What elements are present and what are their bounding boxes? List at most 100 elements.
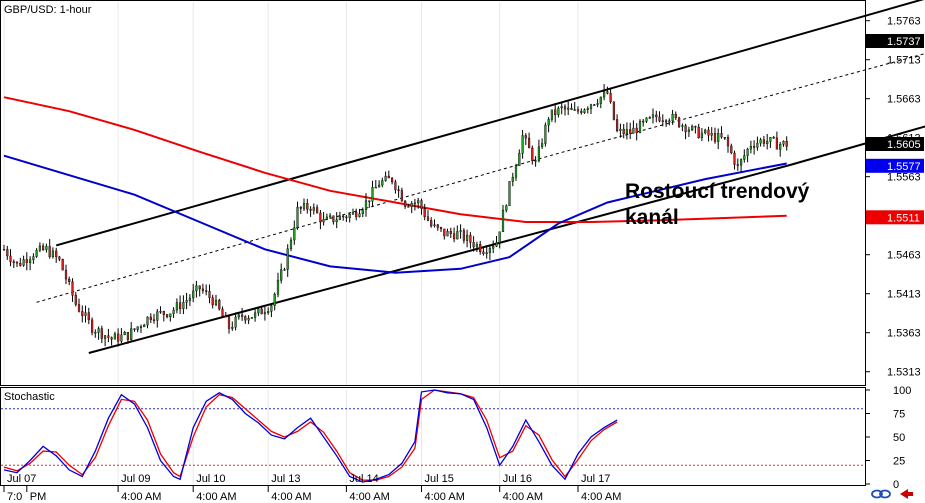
candle-body <box>9 255 12 262</box>
candle-body <box>469 234 472 243</box>
candle-body <box>466 234 469 241</box>
candle-body <box>162 311 165 315</box>
candle-body <box>231 327 234 329</box>
candle-body <box>570 107 573 110</box>
candle-body <box>407 206 410 208</box>
candle-body <box>205 290 208 292</box>
candle-body <box>560 106 563 109</box>
candle-body <box>178 302 182 310</box>
candle-body <box>316 207 319 214</box>
candle-body <box>15 261 19 264</box>
candle-body <box>384 175 387 181</box>
ma-blue-line <box>3 154 787 274</box>
candle-body <box>139 326 143 328</box>
arrow-left-icon[interactable] <box>900 489 913 499</box>
candle-body <box>782 140 785 145</box>
time-label: 4:00 AM <box>271 491 311 503</box>
date-label: Jul 15 <box>425 473 454 485</box>
candle-body <box>368 200 371 202</box>
candle-body <box>211 297 214 306</box>
candle-body <box>374 186 377 189</box>
candle-body <box>133 328 136 330</box>
candle-body <box>479 244 482 252</box>
candle-body <box>762 139 765 144</box>
candle-body <box>443 228 446 237</box>
candle-body <box>733 152 736 165</box>
ma-red-line <box>3 96 787 223</box>
candle-body <box>94 332 97 334</box>
candle-body <box>276 279 280 295</box>
price-tick-label: 1.5313 <box>887 367 921 379</box>
candlesticks <box>2 84 788 347</box>
candle-body <box>280 269 283 281</box>
candle-body <box>58 256 61 260</box>
link-icon[interactable] <box>871 489 891 499</box>
candle-body <box>603 91 606 98</box>
date-label: Jul 13 <box>271 473 300 485</box>
time-label: 4:00 AM <box>425 491 465 503</box>
candle-body <box>430 220 433 227</box>
candle-body <box>371 187 374 202</box>
candle-body <box>554 109 557 116</box>
candle-body <box>74 295 77 305</box>
candle-body <box>632 127 635 134</box>
candle-body <box>625 129 628 135</box>
candle-body <box>358 213 361 217</box>
time-label: 4:00 AM <box>121 491 161 503</box>
candle-body <box>518 153 521 166</box>
candle-body <box>723 136 726 139</box>
candle-body <box>775 137 778 150</box>
candle-body <box>593 104 596 106</box>
candle-body <box>446 230 449 237</box>
candle-body <box>391 177 394 183</box>
candle-body <box>348 213 351 218</box>
candle-body <box>214 299 218 306</box>
candle-body <box>697 126 700 138</box>
annotation-line-2: kanál <box>625 206 679 229</box>
candle-body <box>149 316 152 320</box>
candle-body <box>325 216 328 220</box>
candle-body <box>439 227 443 230</box>
stochastic-tick-label: 75 <box>893 409 905 421</box>
candle-body <box>169 313 172 318</box>
candle-body <box>267 311 270 313</box>
candle-body <box>6 249 9 257</box>
candle-body <box>508 181 511 206</box>
candle-body <box>87 312 90 321</box>
price-tag-bg <box>866 158 924 173</box>
candle-body <box>726 137 730 147</box>
candle-body <box>195 285 198 292</box>
candle-body <box>32 256 35 260</box>
date-label: Jul 14 <box>349 473 378 485</box>
candle-body <box>25 259 28 263</box>
candle-body <box>283 269 286 271</box>
candle-body <box>302 203 306 209</box>
candle-body <box>126 332 129 340</box>
price-tick-label: 1.5563 <box>887 172 921 184</box>
candle-body <box>123 332 126 336</box>
candle-body <box>576 109 580 112</box>
time-label: 4:00 AM <box>503 491 543 503</box>
candle-body <box>661 120 664 122</box>
candle-body <box>240 314 244 317</box>
price-tick-label: 1.5713 <box>887 55 921 67</box>
candle-body <box>671 113 674 121</box>
date-label: Jul 09 <box>121 473 150 485</box>
candle-body <box>107 335 110 338</box>
candle-body <box>495 242 498 247</box>
candle-body <box>599 96 602 104</box>
candle-body <box>544 124 547 144</box>
price-tick-label: 1.5763 <box>887 16 921 28</box>
candle-body <box>713 133 717 142</box>
candle-body <box>335 219 338 222</box>
candle-body <box>381 180 384 186</box>
candle-body <box>749 145 752 150</box>
candle-body <box>130 328 133 340</box>
candle-body <box>345 216 348 219</box>
candle-body <box>642 120 645 123</box>
candle-body <box>342 215 345 218</box>
time-label: 4:00 AM <box>581 491 621 503</box>
price-tag-bg <box>866 210 924 225</box>
candle-body <box>64 269 68 280</box>
candle-body <box>766 141 769 144</box>
